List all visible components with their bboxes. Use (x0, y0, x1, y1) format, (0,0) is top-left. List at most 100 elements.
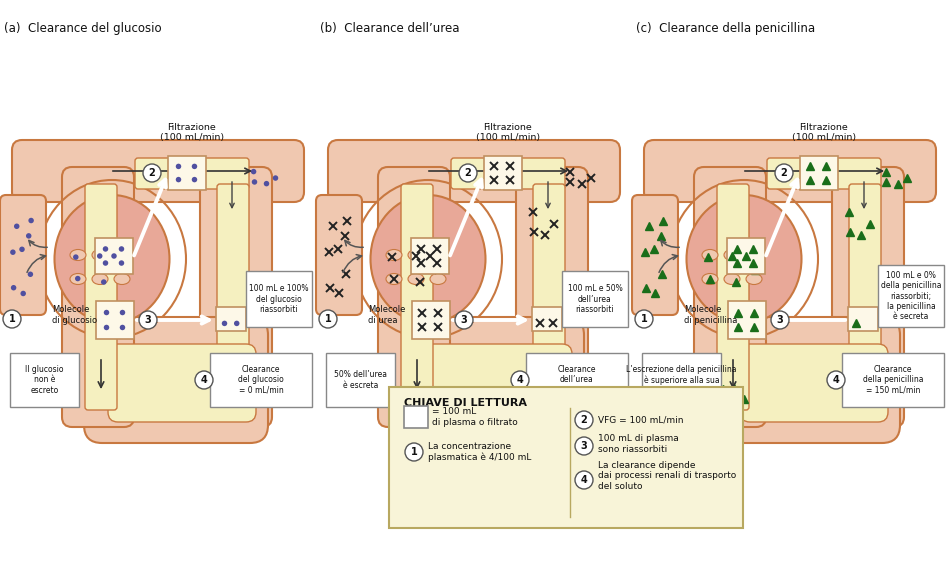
Circle shape (119, 325, 125, 330)
Text: Filtrazione
(100 mL/min): Filtrazione (100 mL/min) (792, 122, 856, 142)
Ellipse shape (114, 273, 130, 285)
Text: 1: 1 (9, 314, 15, 324)
FancyBboxPatch shape (389, 387, 743, 528)
Text: Clearance
dell’urea
= 50 mL/min: Clearance dell’urea = 50 mL/min (552, 365, 602, 395)
Circle shape (98, 253, 103, 258)
Circle shape (139, 311, 157, 329)
FancyBboxPatch shape (533, 184, 565, 410)
Ellipse shape (746, 249, 762, 260)
FancyBboxPatch shape (516, 167, 588, 427)
FancyBboxPatch shape (96, 301, 134, 339)
FancyBboxPatch shape (716, 317, 900, 443)
Text: La clearance dipende
dai processi renali di trasporto
del soluto: La clearance dipende dai processi renali… (598, 461, 737, 491)
Ellipse shape (686, 195, 801, 323)
Circle shape (103, 310, 109, 315)
FancyBboxPatch shape (842, 353, 944, 407)
Text: 2: 2 (465, 168, 471, 178)
Text: Molecole
di penicillina: Molecole di penicillina (684, 305, 738, 325)
Circle shape (775, 164, 793, 182)
FancyBboxPatch shape (200, 167, 272, 427)
Circle shape (28, 218, 34, 223)
Circle shape (19, 247, 25, 252)
FancyBboxPatch shape (642, 353, 721, 407)
FancyBboxPatch shape (532, 307, 562, 331)
FancyBboxPatch shape (328, 140, 620, 202)
FancyBboxPatch shape (326, 353, 395, 407)
Ellipse shape (408, 273, 424, 285)
Ellipse shape (746, 273, 762, 285)
Text: 3: 3 (580, 441, 588, 451)
Circle shape (191, 177, 197, 183)
Circle shape (3, 310, 21, 328)
Circle shape (26, 233, 31, 239)
Circle shape (101, 280, 106, 285)
Circle shape (319, 310, 337, 328)
FancyBboxPatch shape (727, 238, 765, 274)
Ellipse shape (702, 273, 718, 285)
Circle shape (116, 244, 121, 250)
FancyBboxPatch shape (728, 301, 766, 339)
Ellipse shape (386, 249, 402, 260)
Circle shape (10, 249, 15, 255)
Circle shape (27, 272, 33, 277)
Circle shape (175, 164, 181, 169)
Text: 100 mL e 0%
della penicillina
riassorbiti;
la penicillina
è secreta: 100 mL e 0% della penicillina riassorbit… (881, 270, 941, 321)
Text: 1: 1 (641, 314, 647, 324)
Circle shape (111, 253, 117, 259)
Ellipse shape (724, 249, 740, 260)
Circle shape (455, 311, 473, 329)
Text: Filtrazione
(100 mL/min): Filtrazione (100 mL/min) (476, 122, 540, 142)
FancyBboxPatch shape (694, 167, 766, 427)
Ellipse shape (371, 195, 485, 323)
Text: CHIAVE DI LETTURA: CHIAVE DI LETTURA (404, 398, 527, 408)
Ellipse shape (430, 249, 446, 260)
FancyBboxPatch shape (878, 265, 944, 327)
Text: VFG = 100 mL/min: VFG = 100 mL/min (598, 416, 684, 425)
FancyBboxPatch shape (246, 271, 312, 327)
FancyBboxPatch shape (451, 158, 565, 189)
Text: 3: 3 (776, 315, 783, 325)
Circle shape (175, 177, 181, 183)
FancyBboxPatch shape (400, 317, 584, 443)
Ellipse shape (408, 249, 424, 260)
Text: 2: 2 (149, 168, 155, 178)
Circle shape (827, 371, 845, 389)
Text: Molecole
di urea: Molecole di urea (368, 305, 406, 325)
Ellipse shape (92, 249, 108, 260)
Text: 3: 3 (145, 315, 152, 325)
FancyBboxPatch shape (378, 167, 450, 427)
Ellipse shape (70, 273, 86, 285)
FancyBboxPatch shape (10, 353, 79, 407)
FancyBboxPatch shape (849, 184, 881, 410)
Circle shape (97, 253, 102, 259)
Circle shape (118, 260, 124, 266)
Ellipse shape (386, 273, 402, 285)
Text: 4: 4 (517, 375, 523, 385)
Text: Clearance
del glucosio
= 0 mL/min: Clearance del glucosio = 0 mL/min (238, 365, 283, 395)
Circle shape (21, 291, 26, 296)
Circle shape (635, 310, 653, 328)
Circle shape (222, 321, 228, 326)
Text: (c)  Clearance della penicillina: (c) Clearance della penicillina (636, 22, 815, 35)
Text: 4: 4 (201, 375, 208, 385)
Circle shape (575, 437, 593, 455)
Text: (b)  Clearance dell’urea: (b) Clearance dell’urea (320, 22, 460, 35)
FancyBboxPatch shape (526, 353, 628, 407)
FancyBboxPatch shape (217, 184, 249, 410)
FancyBboxPatch shape (644, 140, 936, 202)
Text: Clearance
della penicillina
= 150 mL/min: Clearance della penicillina = 150 mL/min (863, 365, 923, 395)
Circle shape (273, 175, 279, 181)
Circle shape (252, 179, 257, 185)
Circle shape (251, 169, 256, 174)
FancyBboxPatch shape (848, 307, 878, 331)
Circle shape (405, 443, 423, 461)
Circle shape (143, 164, 161, 182)
FancyBboxPatch shape (12, 140, 304, 202)
Circle shape (575, 411, 593, 429)
Text: 2: 2 (780, 168, 788, 178)
Circle shape (10, 285, 16, 290)
FancyBboxPatch shape (216, 307, 246, 331)
FancyBboxPatch shape (0, 195, 46, 315)
Ellipse shape (114, 249, 130, 260)
Circle shape (575, 471, 593, 489)
